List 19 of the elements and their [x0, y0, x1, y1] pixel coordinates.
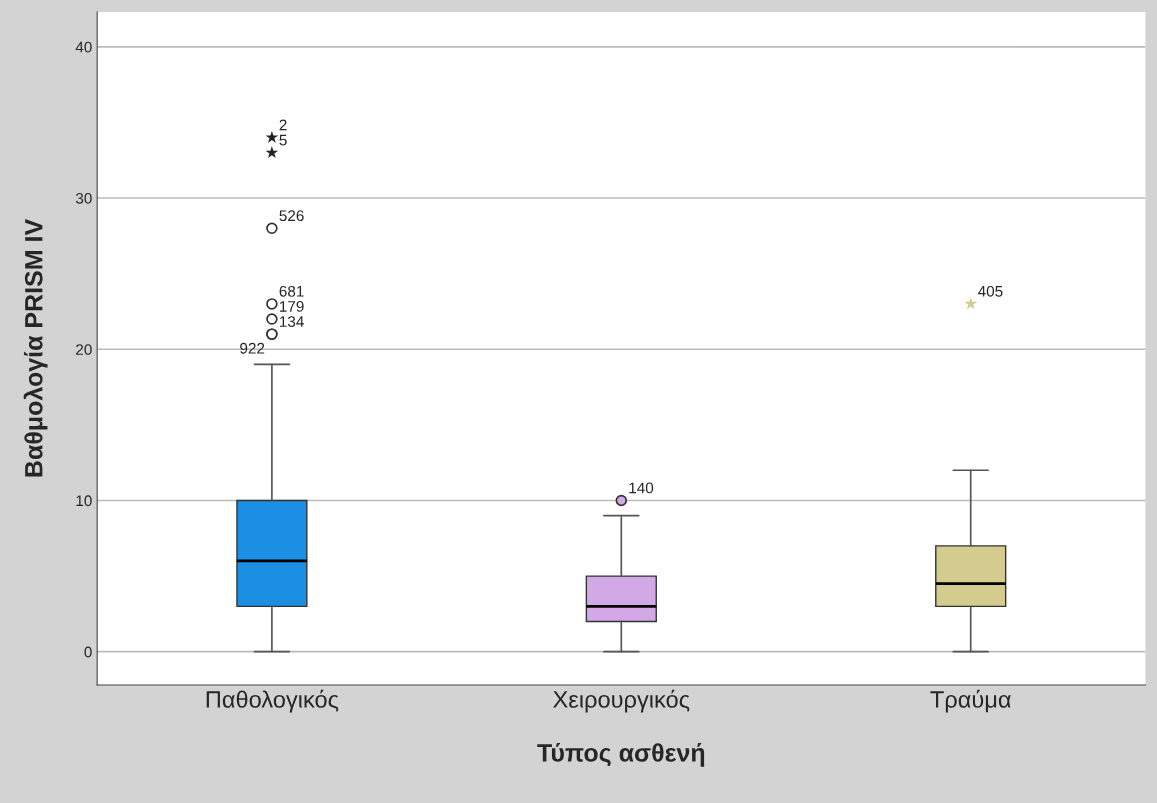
annotation: 922 — [240, 342, 265, 354]
annotation: 526 — [279, 210, 304, 222]
x-tick-label: Παθολογικός — [206, 689, 339, 713]
annotation: 405 — [978, 285, 1003, 297]
annotation: 179 — [280, 301, 304, 312]
annotation: 2 — [279, 119, 287, 131]
y-tick-label: 30 — [75, 192, 92, 204]
x-tick-label: Τραύμα — [930, 689, 1011, 713]
annotation: 134 — [280, 316, 304, 327]
x-axis-title: Τύπος ασθενή — [537, 743, 705, 767]
y-tick-label: 20 — [76, 344, 92, 355]
y-tick-label: 40 — [75, 41, 92, 53]
y-tick-label: 10 — [76, 495, 92, 507]
annotation: 681 — [279, 285, 304, 297]
x-tick-label: Χειρουργικός — [553, 689, 690, 713]
y-tick-label: 0 — [84, 646, 92, 658]
annotation: 5 — [279, 134, 287, 146]
annotation: 140 — [629, 482, 654, 494]
y-axis-title: Βαθμολογία PRISM IV — [23, 219, 48, 477]
